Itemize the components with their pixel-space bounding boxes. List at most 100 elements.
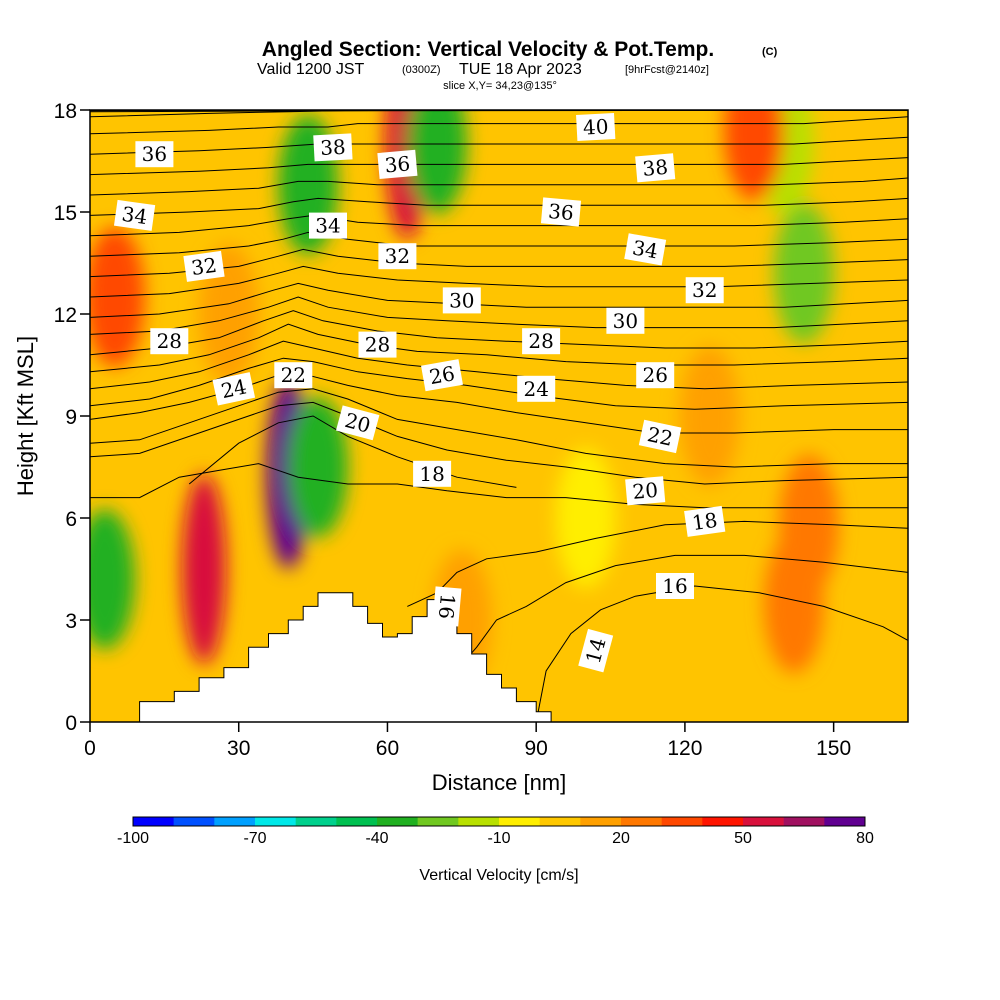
colorbar-swatch-6 <box>377 817 418 826</box>
contour-label-text: 30 <box>449 288 474 312</box>
contour-label-box <box>421 359 463 392</box>
x-tick-label-4: 120 <box>667 737 702 760</box>
contour-label-text: 36 <box>547 199 574 225</box>
plot-area: 14 16 16 18 18 20 20 22 22 24 24 26 26 28 28 28 30 30 32 32… <box>90 110 908 722</box>
contour-label-box <box>522 328 561 355</box>
contour-label-16-2: 16 <box>432 586 462 627</box>
theta-contour-34-23 <box>90 110 908 118</box>
colorbar-swatch-13 <box>661 817 703 826</box>
velocity-cell-14 <box>679 346 740 486</box>
contour-label-text: 18 <box>419 462 444 486</box>
contour-label-box <box>313 133 353 162</box>
contour-label-box <box>638 419 682 454</box>
contour-label-32-20: 32 <box>685 277 724 304</box>
colorbar-swatch-8 <box>458 817 500 826</box>
contour-label-box <box>685 277 724 304</box>
theta-contour-26-11 <box>90 310 908 356</box>
colorbar-tick-4: 20 <box>612 830 630 847</box>
forecast-info: [9hrFcst@2140z] <box>625 64 709 76</box>
velocity-cell-6 <box>288 397 349 537</box>
colorbar-swatch-2 <box>214 817 256 826</box>
contour-label-text: 34 <box>315 214 340 238</box>
contour-label-text: 38 <box>320 135 347 160</box>
x-axis-label: Distance [nm] <box>432 770 567 795</box>
velocity-cell-8 <box>773 203 834 344</box>
contour-label-34-22: 34 <box>309 212 347 239</box>
theta-contour-34-22 <box>90 116 908 135</box>
contour-label-box <box>636 362 675 389</box>
contour-label-24-10: 24 <box>212 372 256 406</box>
contour-label-26-11: 26 <box>421 359 463 392</box>
contour-label-box <box>578 628 614 673</box>
contour-label-box <box>135 141 174 168</box>
contour-label-text: 16 <box>662 574 687 598</box>
theta-contour-26-12 <box>90 296 908 335</box>
theta-contour-28-13 <box>90 282 908 318</box>
colorbar-tick-0: -100 <box>117 830 149 847</box>
contour-label-box <box>335 405 380 441</box>
x-tick-label-3: 90 <box>525 737 548 760</box>
colorbar-swatch-17 <box>824 817 866 826</box>
contour-label-text: 24 <box>523 377 548 401</box>
contour-label-20-5: 20 <box>625 476 666 506</box>
valid-date: TUE 18 Apr 2023 <box>459 61 582 78</box>
contour-label-32-18: 32 <box>183 250 225 282</box>
colorbar-frame <box>132 816 866 827</box>
colorbar-swatch-4 <box>295 817 337 826</box>
contour-label-36-24: 36 <box>135 141 174 168</box>
contour-label-30-16: 30 <box>442 287 481 314</box>
theta-contour-32-20 <box>90 157 908 176</box>
colorbar-swatch-15 <box>743 817 784 826</box>
x-tick-label-5: 150 <box>816 737 851 760</box>
contour-label-text: 32 <box>385 244 410 268</box>
colorbar-tick-1: -70 <box>243 830 266 847</box>
contour-label-text: 24 <box>219 374 249 403</box>
contour-label-36-25: 36 <box>377 149 418 180</box>
contour-label-text: 40 <box>582 114 609 139</box>
y-tick-label-4: 12 <box>54 304 77 327</box>
contour-label-box <box>625 476 666 506</box>
contour-label-text: 26 <box>427 361 456 389</box>
valid-prefix: Valid 1200 JST <box>257 61 365 78</box>
contour-label-26-12: 26 <box>636 362 675 389</box>
contour-label-box <box>358 331 397 358</box>
theta-contour-30-17 <box>90 214 908 237</box>
contour-label-text: 28 <box>365 333 390 357</box>
colorbar-swatch-3 <box>255 817 296 826</box>
colorbar-swatch-16 <box>783 817 825 826</box>
theta-contour-18-3 <box>90 463 908 509</box>
theta-contour-16-2 <box>407 520 908 607</box>
contour-label-text: 32 <box>190 253 219 280</box>
vertical-velocity-field <box>90 110 839 690</box>
contour-label-22-7: 22 <box>638 419 682 454</box>
colorbar-swatch-12 <box>621 817 662 826</box>
contour-label-28-15: 28 <box>522 328 561 355</box>
theta-contour-24-9 <box>90 340 908 390</box>
contour-label-18-4: 18 <box>413 460 452 487</box>
contour-label-box <box>274 362 313 389</box>
velocity-cell-13 <box>198 244 259 384</box>
theta-contour-34-21 <box>90 136 908 155</box>
velocity-cell-2 <box>182 474 227 664</box>
y-tick-label-6: 18 <box>54 100 77 123</box>
contour-label-text: 36 <box>384 151 411 177</box>
velocity-cell-5 <box>407 110 468 214</box>
velocity-cell-15 <box>555 448 616 588</box>
contour-label-text: 30 <box>613 309 638 333</box>
contour-label-text: 38 <box>641 155 668 181</box>
contour-label-box <box>517 375 556 402</box>
y-axis: 0 3 6 9 12 15 18 <box>54 100 90 735</box>
contour-label-box <box>378 243 417 270</box>
colorbar-tick-5: 50 <box>734 830 752 847</box>
y-tick-label-2: 6 <box>65 508 77 531</box>
contour-label-36-26: 36 <box>540 197 582 227</box>
contour-label-box <box>606 307 645 334</box>
colorbar-swatch-7 <box>417 817 459 826</box>
theta-contour-labels: 14 16 16 18 18 20 20 22 22 24 24 26 26 28 28 28 30 30 32 32… <box>113 113 726 673</box>
contour-label-22-8: 22 <box>274 362 313 389</box>
contour-label-box <box>684 505 726 537</box>
contour-label-text: 32 <box>692 278 717 302</box>
colorbar: -100 -70 -40 -10 20 50 80 <box>117 816 874 847</box>
x-tick-label-2: 60 <box>376 737 399 760</box>
